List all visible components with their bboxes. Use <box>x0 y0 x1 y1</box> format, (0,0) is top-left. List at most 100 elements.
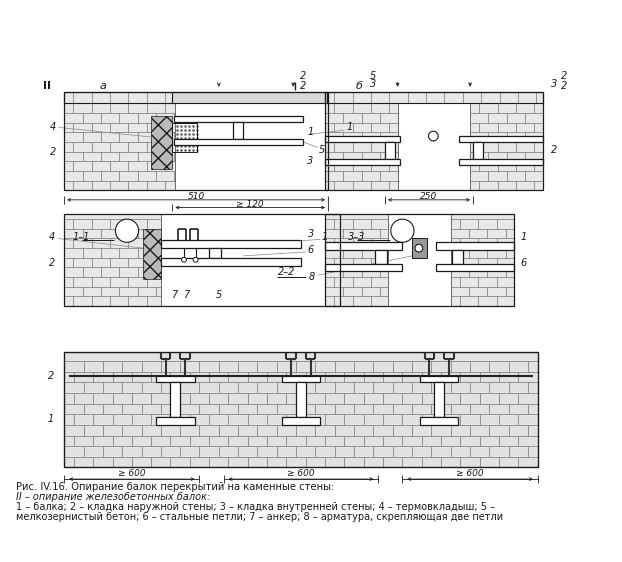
Text: 6: 6 <box>520 257 526 268</box>
Text: 2: 2 <box>50 147 56 156</box>
Text: мелкозернистый бетон; 6 – стальные петли; 7 – анкер; 8 – арматура, скрепляющая д: мелкозернистый бетон; 6 – стальные петли… <box>16 512 503 522</box>
Text: 1–1: 1–1 <box>73 232 90 242</box>
Bar <box>64 214 340 306</box>
Bar <box>233 121 243 139</box>
Text: 5: 5 <box>319 144 325 155</box>
Text: а: а <box>100 81 106 91</box>
Bar <box>64 214 161 306</box>
Bar <box>64 92 175 103</box>
Bar <box>209 248 221 258</box>
Bar <box>375 250 387 264</box>
Text: б: б <box>356 81 363 91</box>
Bar <box>64 103 175 190</box>
Text: 1: 1 <box>346 123 353 133</box>
Bar <box>64 92 328 190</box>
Text: II: II <box>43 81 51 91</box>
Bar <box>325 214 388 306</box>
Bar <box>156 417 195 425</box>
Bar <box>161 241 301 248</box>
Text: ≥ 120: ≥ 120 <box>236 200 264 209</box>
Text: 510: 510 <box>187 192 205 201</box>
Text: 250: 250 <box>420 192 438 201</box>
Bar <box>64 352 537 468</box>
Bar <box>420 417 458 425</box>
Text: 3: 3 <box>309 229 315 239</box>
Bar <box>325 103 397 190</box>
Text: 2: 2 <box>49 257 55 268</box>
Text: 3–3: 3–3 <box>348 232 366 242</box>
Bar <box>64 214 161 306</box>
Text: 3: 3 <box>551 79 557 89</box>
Bar <box>452 250 463 264</box>
Bar <box>434 383 444 417</box>
Text: Рис. IV.16. Опирание балок перекрытий на каменные стены:: Рис. IV.16. Опирание балок перекрытий на… <box>16 482 334 492</box>
Bar <box>325 103 397 190</box>
Text: 3: 3 <box>370 79 376 89</box>
Circle shape <box>193 257 198 262</box>
Bar <box>325 159 399 165</box>
Text: ≥ 600: ≥ 600 <box>456 469 484 478</box>
Bar <box>451 214 514 306</box>
Bar <box>325 92 542 103</box>
Bar <box>420 376 458 383</box>
Bar <box>470 103 542 190</box>
Bar <box>170 383 180 417</box>
Bar <box>470 103 542 190</box>
Bar <box>325 214 388 306</box>
Bar <box>64 352 537 468</box>
Text: 2: 2 <box>300 71 306 81</box>
Text: ≥ 600: ≥ 600 <box>118 469 146 478</box>
Text: 8: 8 <box>309 272 315 282</box>
Bar <box>174 139 303 145</box>
Text: 4: 4 <box>50 123 56 133</box>
Bar <box>325 264 402 271</box>
Circle shape <box>429 131 438 141</box>
Bar <box>174 116 303 121</box>
Bar <box>282 376 320 383</box>
Bar <box>473 142 483 159</box>
Text: 6: 6 <box>307 245 313 255</box>
Text: 2: 2 <box>560 71 567 81</box>
Text: 1: 1 <box>322 232 328 242</box>
Bar <box>64 352 537 468</box>
Text: II – опирание железобетонных балок:: II – опирание железобетонных балок: <box>16 492 210 502</box>
Circle shape <box>116 219 139 242</box>
Bar <box>436 242 514 250</box>
Text: 1: 1 <box>47 414 53 424</box>
Text: 5: 5 <box>370 71 376 81</box>
Text: 1: 1 <box>520 232 526 242</box>
Bar <box>325 214 514 306</box>
Text: 1 – балка; 2 – кладка наружной стены; 3 – кладка внутренней стены; 4 – термовкла: 1 – балка; 2 – кладка наружной стены; 3 … <box>16 502 495 512</box>
Bar <box>144 229 161 279</box>
Bar <box>325 136 399 142</box>
Bar <box>282 417 320 425</box>
Bar <box>172 92 327 103</box>
Circle shape <box>182 257 187 262</box>
Bar <box>325 242 402 250</box>
Bar <box>325 92 542 190</box>
Bar <box>64 103 175 190</box>
Bar <box>325 92 542 103</box>
Text: 1: 1 <box>307 127 313 137</box>
Text: 2: 2 <box>300 81 306 91</box>
Bar <box>161 258 301 265</box>
Text: 5: 5 <box>216 289 222 300</box>
Text: 2: 2 <box>47 371 53 380</box>
Bar <box>385 142 395 159</box>
Bar <box>460 159 542 165</box>
Bar <box>325 92 542 103</box>
Bar <box>64 92 175 103</box>
Bar <box>64 92 175 103</box>
Text: 2: 2 <box>551 144 557 155</box>
Circle shape <box>391 219 414 242</box>
Bar <box>151 116 172 169</box>
Bar <box>156 376 195 383</box>
Text: 7: 7 <box>183 289 189 300</box>
Text: 2–2: 2–2 <box>278 268 295 277</box>
Bar <box>412 238 427 258</box>
Text: 7: 7 <box>171 289 177 300</box>
Text: 3: 3 <box>307 156 313 166</box>
Text: ≥ 600: ≥ 600 <box>287 469 315 478</box>
Bar <box>172 123 197 152</box>
Bar <box>451 214 514 306</box>
